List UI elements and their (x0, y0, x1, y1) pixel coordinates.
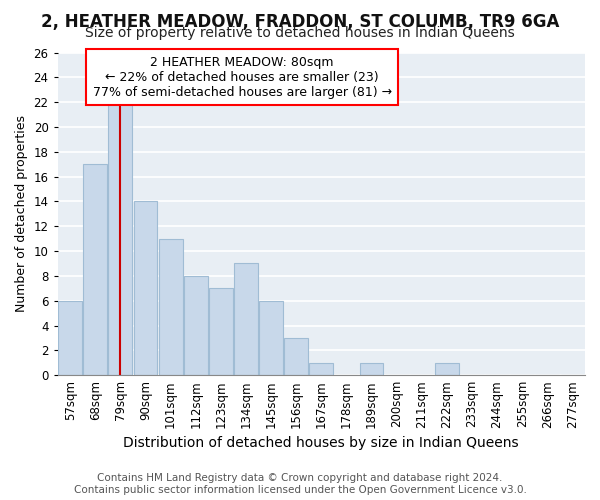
Text: 2 HEATHER MEADOW: 80sqm
← 22% of detached houses are smaller (23)
77% of semi-de: 2 HEATHER MEADOW: 80sqm ← 22% of detache… (92, 56, 392, 98)
X-axis label: Distribution of detached houses by size in Indian Queens: Distribution of detached houses by size … (124, 436, 519, 450)
Bar (109, 102, 133, 375)
Text: 2, HEATHER MEADOW, FRADDON, ST COLUMB, TR9 6GA: 2, HEATHER MEADOW, FRADDON, ST COLUMB, T… (41, 12, 559, 30)
Bar (435, 363, 459, 375)
Bar (83, 164, 107, 375)
Bar (310, 363, 333, 375)
Bar (209, 288, 233, 375)
Bar (184, 276, 208, 375)
Bar (134, 202, 157, 375)
Bar (234, 264, 258, 375)
Bar (284, 338, 308, 375)
Bar (359, 363, 383, 375)
Text: Contains HM Land Registry data © Crown copyright and database right 2024.
Contai: Contains HM Land Registry data © Crown c… (74, 474, 526, 495)
Text: Size of property relative to detached houses in Indian Queens: Size of property relative to detached ho… (85, 26, 515, 40)
Bar (259, 300, 283, 375)
Y-axis label: Number of detached properties: Number of detached properties (15, 116, 28, 312)
Bar (158, 238, 182, 375)
Bar (58, 300, 82, 375)
